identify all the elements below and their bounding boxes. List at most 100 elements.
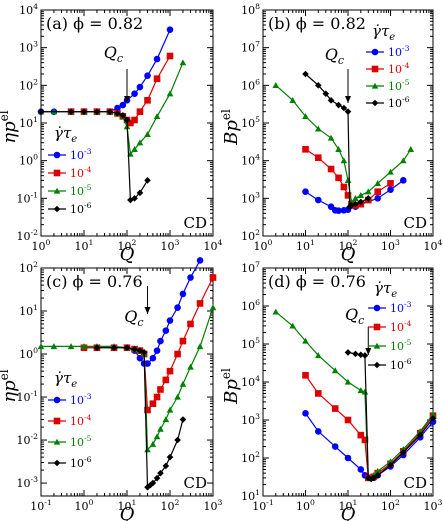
legend-marker [53, 151, 61, 159]
x-tick-label: 101 [296, 238, 315, 253]
legend-marker [373, 323, 381, 331]
data-point [136, 139, 144, 146]
data-point [162, 327, 170, 334]
y-tick-label: 100 [19, 346, 38, 361]
data-point [361, 352, 369, 359]
x-tick-label: 10-1 [252, 498, 274, 513]
x-tick-label: 100 [296, 498, 315, 513]
data-point [123, 116, 131, 124]
data-point [179, 416, 187, 423]
legend-marker [371, 65, 379, 73]
data-point [149, 354, 157, 362]
y-tick-label: 103 [19, 40, 38, 55]
data-point [374, 467, 382, 474]
chart-panel-a: 100 101 102 103 104 10-2 10-1 100 101 102 103 104 Qη… [0, 2, 223, 265]
data-point [37, 343, 45, 350]
corner-label: CD [183, 474, 207, 492]
data-point [387, 180, 394, 187]
data-point [344, 108, 352, 115]
legend-label: 10-6 [390, 357, 412, 372]
series-0 [37, 26, 174, 115]
y-tick-label: 103 [241, 190, 260, 205]
data-point [352, 195, 359, 201]
data-point [93, 108, 101, 115]
data-point [429, 411, 437, 418]
data-point [110, 344, 118, 352]
data-point [131, 195, 138, 202]
data-point [327, 97, 335, 104]
x-tick-label: 102 [118, 238, 137, 253]
x-tick-label: 101 [75, 238, 94, 253]
y-tick-label: 102 [19, 260, 38, 275]
data-point [179, 59, 187, 66]
data-point [153, 55, 161, 63]
y-tick-label: 10-2 [17, 228, 39, 243]
legend-label: 10-3 [70, 147, 92, 162]
data-point [50, 343, 58, 350]
data-point [153, 75, 161, 83]
x-axis-label: Q [341, 244, 356, 265]
data-point [131, 116, 138, 124]
data-point [335, 101, 342, 109]
data-point [174, 304, 181, 311]
legend-title: γ̇τe [374, 279, 397, 300]
data-point [157, 386, 164, 393]
data-point [67, 343, 75, 350]
data-point [149, 400, 157, 407]
x-tick-label: 101 [118, 498, 137, 513]
data-point [289, 97, 297, 103]
data-point [157, 337, 164, 345]
data-point [335, 174, 342, 182]
x-tick-label: 102 [381, 498, 400, 513]
legend-label: 10-5 [70, 434, 92, 449]
y-tick-label: 100 [19, 153, 38, 168]
data-point [179, 380, 187, 387]
data-point [144, 406, 151, 414]
data-point [387, 168, 394, 175]
data-point [166, 453, 174, 461]
y-tick-label: 101 [19, 115, 38, 130]
legend-marker [53, 169, 61, 177]
x-axis-label: Q [341, 504, 356, 521]
data-point [93, 344, 101, 352]
y-tick-label: 104 [241, 153, 260, 168]
data-point [314, 196, 322, 204]
data-point [162, 376, 170, 384]
qc-arrow-head [345, 96, 351, 103]
legend-marker [53, 187, 61, 194]
data-point [144, 131, 151, 137]
data-point [357, 198, 365, 206]
data-point [174, 393, 181, 400]
y-tick-label: 105 [241, 336, 260, 351]
legend-marker [53, 205, 61, 213]
panel-label: (a) ϕ = 0.82 [46, 14, 143, 33]
data-point [399, 177, 407, 184]
data-point [327, 165, 335, 173]
legend-label: 10-4 [70, 413, 92, 428]
x-tick-label: 103 [424, 498, 443, 513]
y-tick-label: 10-3 [17, 475, 39, 490]
x-tick-label: 103 [381, 238, 400, 253]
y-tick-label: 104 [241, 374, 260, 389]
data-point [407, 146, 415, 152]
data-point [114, 104, 121, 112]
data-point [166, 367, 174, 375]
qc-annotation: Qc [104, 43, 123, 65]
y-tick-label: 102 [241, 228, 260, 243]
data-point [166, 52, 174, 60]
x-tick-label: 100 [75, 498, 94, 513]
legend-label: 10-6 [388, 95, 410, 110]
data-point [374, 180, 382, 186]
legend-label: 10-4 [388, 61, 410, 76]
data-point [272, 308, 280, 315]
series-3 [302, 70, 372, 210]
legend-title: γ̇τe [54, 369, 77, 390]
corner-label: CD [183, 214, 207, 232]
data-point [357, 351, 365, 359]
series-line [305, 412, 434, 479]
y-tick-label: 101 [241, 488, 260, 503]
y-tick-label: 10-1 [17, 389, 39, 404]
data-point [144, 446, 151, 453]
